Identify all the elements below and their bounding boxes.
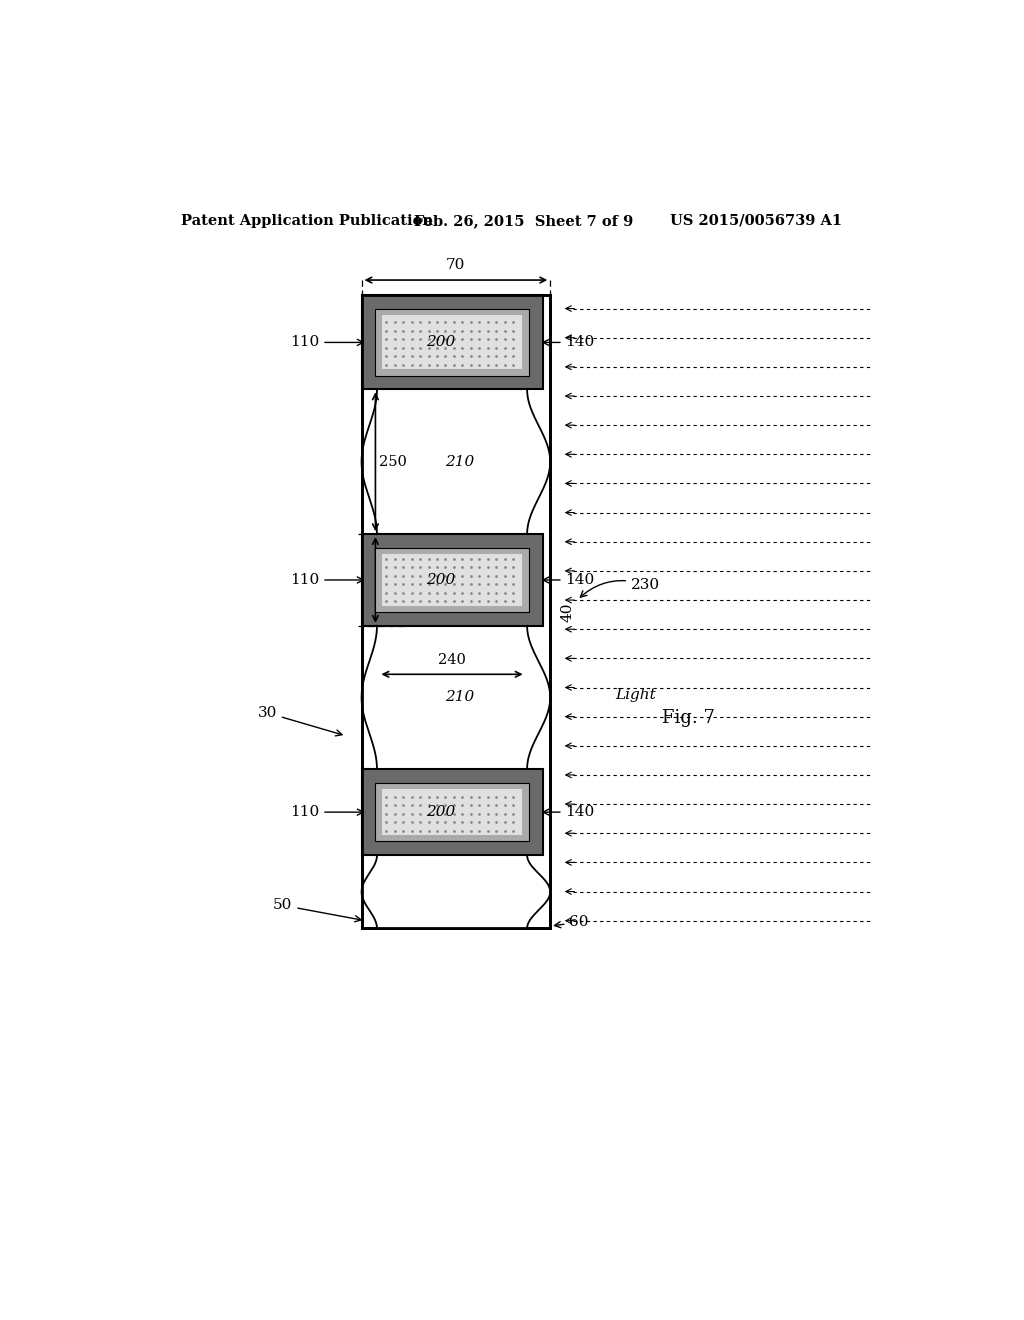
Bar: [361, 535, 543, 626]
Text: 140: 140: [543, 805, 595, 820]
Text: 30: 30: [257, 706, 342, 737]
Bar: [376, 783, 528, 841]
Text: 200: 200: [426, 573, 455, 587]
Text: 140: 140: [543, 573, 595, 587]
Text: 40: 40: [560, 603, 574, 623]
Bar: [376, 309, 528, 376]
Text: 140: 140: [543, 335, 595, 350]
Bar: [361, 296, 543, 389]
Text: Fig. 7: Fig. 7: [662, 709, 715, 727]
Text: 250: 250: [379, 455, 408, 469]
Text: 110: 110: [290, 573, 364, 587]
Text: 60: 60: [555, 915, 589, 929]
Text: 110: 110: [290, 335, 364, 350]
Text: 240: 240: [438, 652, 466, 667]
Text: 200: 200: [426, 335, 455, 350]
Bar: [382, 789, 522, 836]
Text: 110: 110: [290, 805, 364, 820]
Text: 210: 210: [445, 690, 474, 705]
Bar: [376, 548, 528, 612]
Polygon shape: [361, 855, 550, 928]
Bar: [361, 770, 543, 855]
Text: Patent Application Publication: Patent Application Publication: [180, 214, 432, 228]
Text: Feb. 26, 2015  Sheet 7 of 9: Feb. 26, 2015 Sheet 7 of 9: [414, 214, 633, 228]
Text: 70: 70: [446, 259, 466, 272]
Polygon shape: [361, 389, 550, 535]
Text: 230: 230: [581, 578, 660, 597]
Text: 210: 210: [445, 455, 474, 469]
Bar: [382, 554, 522, 606]
Bar: [382, 315, 522, 370]
Text: 260: 260: [379, 573, 408, 587]
Text: Light: Light: [615, 688, 656, 702]
Text: 200: 200: [426, 805, 455, 820]
Polygon shape: [361, 626, 550, 770]
Text: 50: 50: [272, 899, 361, 921]
Bar: [361, 296, 550, 928]
Text: US 2015/0056739 A1: US 2015/0056739 A1: [670, 214, 842, 228]
